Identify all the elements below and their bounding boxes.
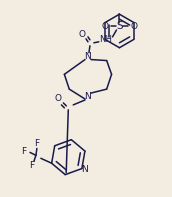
Text: F: F	[22, 147, 27, 156]
Text: O: O	[79, 30, 85, 39]
Text: O: O	[101, 21, 108, 31]
Text: O: O	[131, 21, 138, 31]
Text: F: F	[34, 139, 39, 148]
Text: O: O	[55, 95, 62, 103]
Text: N: N	[81, 165, 88, 174]
Text: N: N	[85, 92, 91, 100]
Text: N: N	[85, 52, 91, 61]
Text: NH: NH	[99, 35, 112, 44]
Text: F: F	[29, 161, 35, 170]
Text: S: S	[116, 21, 123, 31]
